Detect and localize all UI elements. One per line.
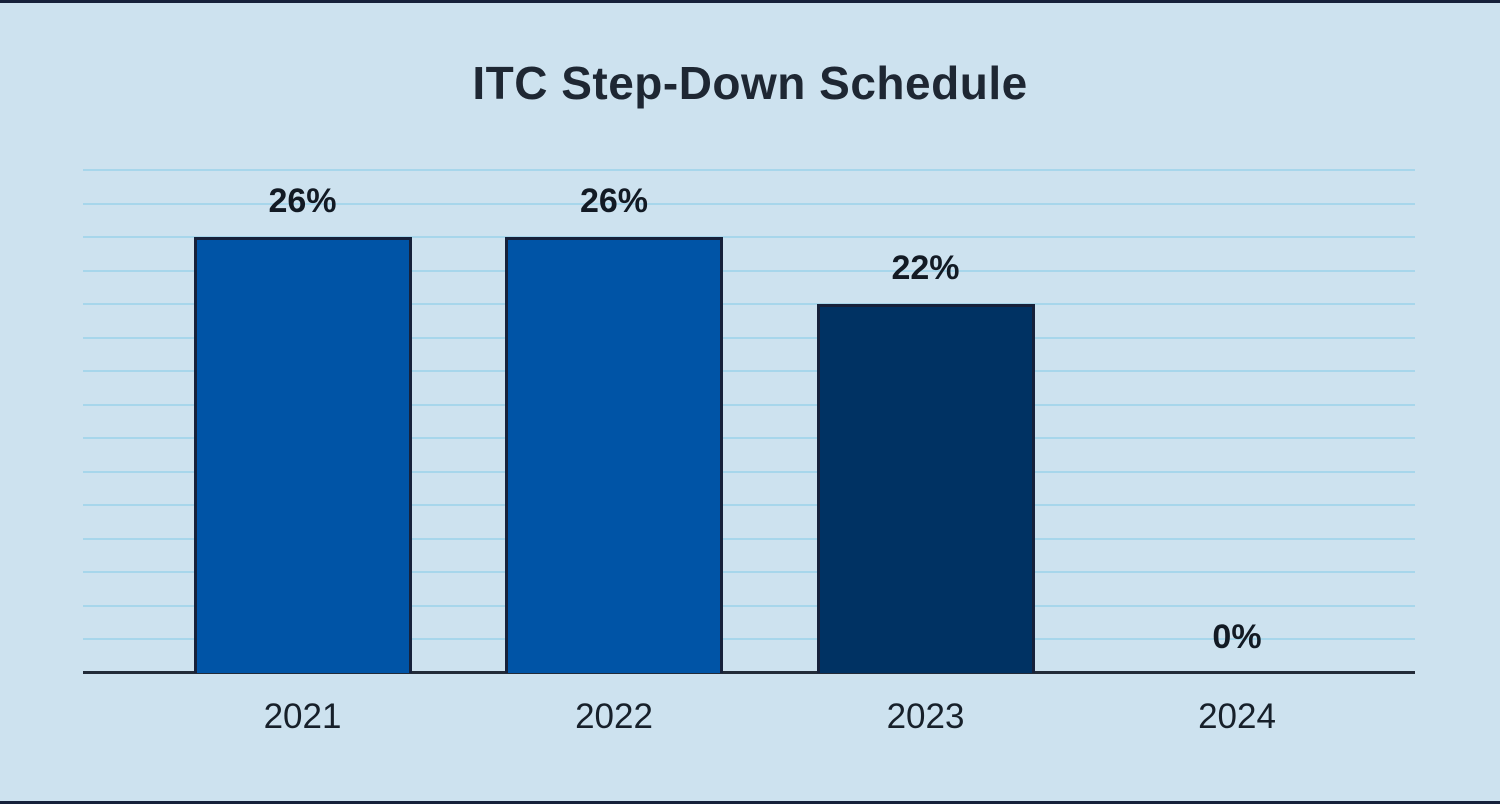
gridline bbox=[83, 202, 1415, 205]
gridline bbox=[83, 403, 1415, 406]
value-label-2023: 22% bbox=[891, 249, 960, 288]
bar-2021 bbox=[193, 237, 412, 673]
year-label-2022: 2022 bbox=[575, 697, 653, 736]
gridline bbox=[83, 370, 1415, 373]
value-label-2024: 0% bbox=[1212, 618, 1262, 656]
year-label-2021: 2021 bbox=[263, 697, 342, 736]
gridline bbox=[83, 269, 1415, 272]
gridline bbox=[83, 169, 1415, 171]
gridline bbox=[83, 604, 1415, 607]
gridline bbox=[83, 504, 1415, 507]
gridline bbox=[83, 638, 1415, 641]
gridline bbox=[83, 537, 1415, 540]
bottom-edge-strip bbox=[0, 801, 1500, 804]
bar-2022 bbox=[505, 237, 723, 673]
year-label-2024: 2024 bbox=[1198, 697, 1276, 736]
gridline bbox=[83, 470, 1415, 473]
gridline bbox=[83, 303, 1415, 306]
value-label-2021: 26% bbox=[268, 182, 337, 221]
gridline bbox=[83, 571, 1415, 574]
plot-area bbox=[83, 169, 1415, 674]
gridline bbox=[83, 236, 1415, 239]
year-label-2023: 2023 bbox=[886, 697, 965, 736]
gridline bbox=[83, 336, 1415, 339]
value-label-2022: 26% bbox=[579, 182, 649, 221]
gridline bbox=[83, 437, 1415, 440]
top-edge-strip bbox=[0, 0, 1500, 3]
bar-2023 bbox=[816, 304, 1035, 673]
x-axis-line bbox=[83, 671, 1415, 674]
chart-title: ITC Step-Down Schedule bbox=[472, 57, 1028, 109]
